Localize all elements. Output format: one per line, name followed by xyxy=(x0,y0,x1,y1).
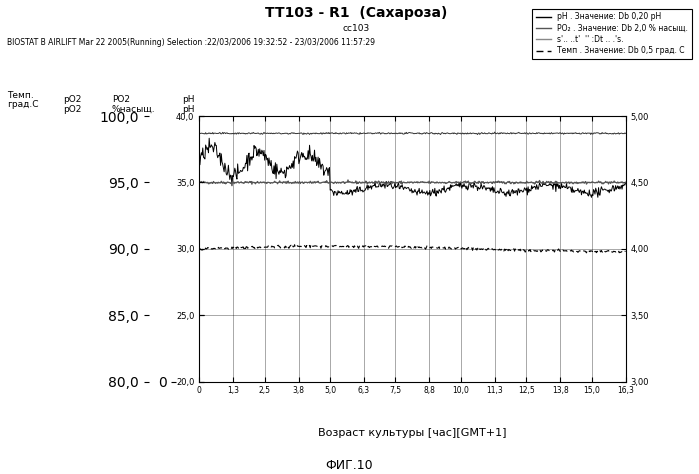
Text: ФИГ.10: ФИГ.10 xyxy=(326,459,373,472)
Text: pH: pH xyxy=(182,95,194,104)
Text: pH: pH xyxy=(182,105,194,114)
Text: cc103: cc103 xyxy=(343,24,370,33)
Text: BIOSTAT B AIRLIFT Mar 22 2005(Running) Selection :22/03/2006 19:32:52 - 23/03/20: BIOSTAT B AIRLIFT Mar 22 2005(Running) S… xyxy=(7,38,375,47)
Text: TT103 - R1  (Сахароза): TT103 - R1 (Сахароза) xyxy=(266,6,447,19)
Text: Возраст культуры [час][GMT+1]: Возраст культуры [час][GMT+1] xyxy=(318,428,507,438)
Legend: pH . Значение: Db 0,20 pH, PO₂ . Значение: Db 2,0 % насыщ., s'.. ..t'  '' :Dt ..: pH . Значение: Db 0,20 pH, PO₂ . Значени… xyxy=(532,9,692,59)
Text: рО2: рО2 xyxy=(63,95,81,104)
Text: рО2: рО2 xyxy=(63,105,81,114)
Text: %насыщ.: %насыщ. xyxy=(112,105,155,114)
Text: Темп.: Темп. xyxy=(7,91,34,100)
Text: РО2: РО2 xyxy=(112,95,130,104)
Text: град.С: град.С xyxy=(7,100,38,109)
